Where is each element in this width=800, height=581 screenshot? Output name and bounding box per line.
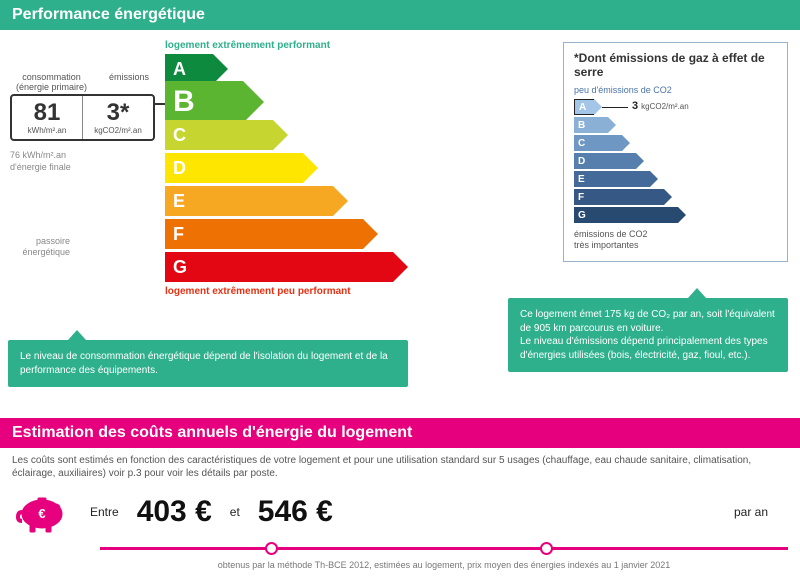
cost-header: Estimation des coûts annuels d'énergie d… <box>0 418 800 448</box>
slider-knob-low <box>265 542 278 555</box>
emissions-cell: 3* kgCO2/m².an <box>82 96 153 139</box>
consommation-unit: kWh/m².an <box>14 126 80 135</box>
ges-arrow-F: F <box>574 189 777 205</box>
consommation-value: 81 <box>14 100 80 126</box>
emissions-label: émissions <box>109 72 149 92</box>
ges-sub: peu d'émissions de CO2 <box>574 85 777 95</box>
slider-track <box>100 547 788 550</box>
dpe-top-label: logement extrêmement performant <box>165 40 330 51</box>
cost-slider <box>100 540 788 556</box>
passoire-label: passoire énergétique <box>10 236 70 258</box>
ges-arrow-D: D <box>574 153 777 169</box>
ges-title: *Dont émissions de gaz à effet de serre <box>574 51 777 79</box>
consumption-box: consommation (énergie primaire) émission… <box>10 72 155 141</box>
ges-box: *Dont émissions de gaz à effet de serre … <box>563 42 788 262</box>
cost-row: € Entre 403 € et 546 € par an <box>0 490 800 534</box>
cost-high: 546 € <box>258 495 333 529</box>
ges-arrow-C: C <box>574 135 777 151</box>
energie-finale: 76 kWh/m².an d'énergie finale <box>10 150 71 173</box>
consommation-label: consommation (énergie primaire) <box>16 72 87 92</box>
between-label: Entre <box>90 505 119 519</box>
slider-caption: obtenus par la méthode Th-BCE 2012, esti… <box>100 560 788 571</box>
ges-arrow-G: G <box>574 207 777 223</box>
ges-arrow-E: E <box>574 171 777 187</box>
emissions-value: 3* <box>85 100 151 126</box>
slider-knob-high <box>540 542 553 555</box>
ges-value: 3kgCO2/m².an <box>632 100 689 112</box>
cost-section: Estimation des coûts annuels d'énergie d… <box>0 418 800 581</box>
perf-body: logement extrêmement performant logement… <box>0 30 800 418</box>
cost-slider-wrap: obtenus par la méthode Th-BCE 2012, esti… <box>0 534 800 571</box>
ges-foot: émissions de CO2 très importantes <box>574 229 777 251</box>
dpe-bottom-label: logement extrêmement peu performant <box>165 286 351 297</box>
and-label: et <box>230 505 240 519</box>
svg-text:€: € <box>38 506 45 521</box>
pointer-line <box>155 103 165 105</box>
ges-value-line <box>602 107 628 108</box>
piggy-icon: € <box>12 490 72 534</box>
per-year-label: par an <box>734 505 768 519</box>
emissions-unit: kgCO2/m².an <box>85 126 151 135</box>
callout-consumption: Le niveau de consommation énergétique dé… <box>8 340 408 387</box>
ges-arrows: A3kgCO2/m².anBCDEFG <box>574 99 777 223</box>
cost-low: 403 € <box>137 495 212 529</box>
cost-desc: Les coûts sont estimés en fonction des c… <box>0 448 800 490</box>
ges-arrow-B: B <box>574 117 777 133</box>
consommation-cell: 81 kWh/m².an <box>12 96 82 139</box>
callout-emissions: Ce logement émet 175 kg de CO₂ par an, s… <box>508 298 788 372</box>
perf-header: Performance énergétique <box>0 0 800 30</box>
